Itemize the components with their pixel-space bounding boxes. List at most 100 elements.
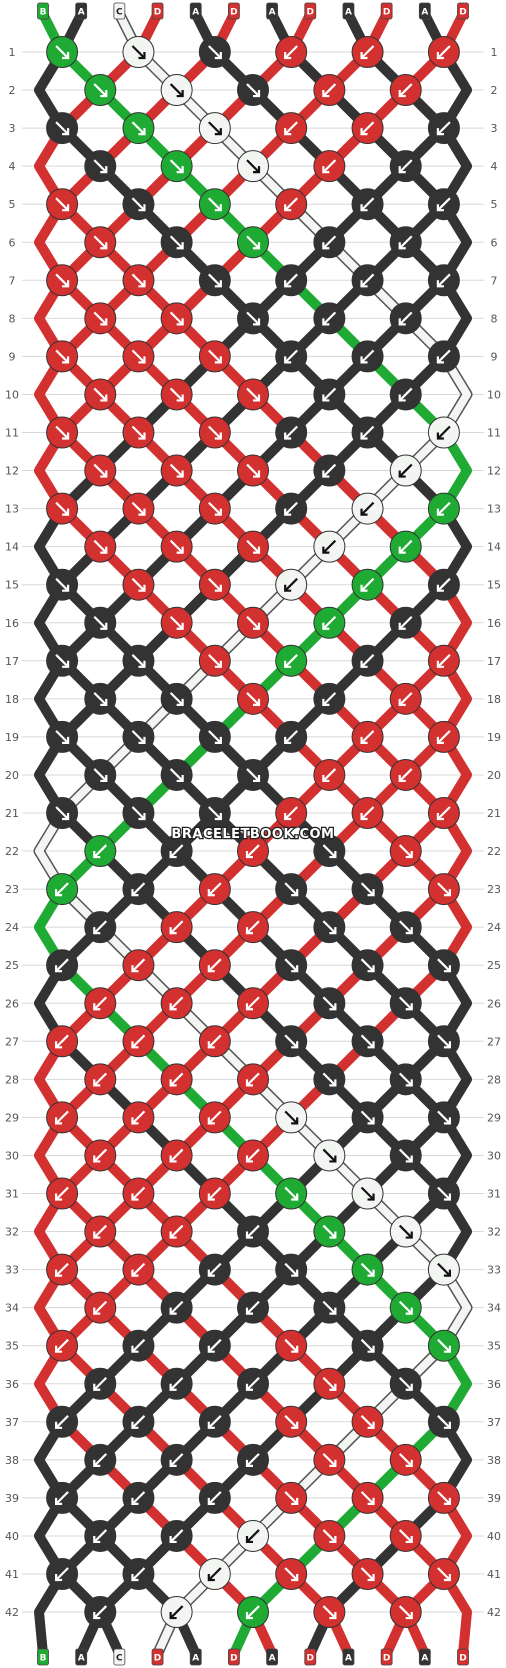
knot-arrowhead [214,813,222,821]
knot-arrow [437,1110,451,1125]
strand-label: D [457,2,469,20]
row-number-left: 13 [5,503,19,516]
backward-knot-icon [351,720,384,753]
knot-arrow [208,730,222,744]
knot-arrow [55,806,69,820]
knot-arrowhead [322,242,330,250]
knot-arrow [131,273,146,288]
knot-arrow [322,463,337,478]
knot-arrowhead [405,1079,413,1087]
knot-arrowhead [62,660,70,668]
knot-arrowhead [322,622,330,630]
backward-knot-icon [351,112,384,145]
strand-label: A [266,1648,278,1666]
knot-arrowhead [100,698,108,706]
knot-arrow [284,958,298,972]
backward-knot-icon [122,1101,155,1134]
knot-arrowhead [176,166,184,174]
knot-arrow [284,1186,298,1201]
backward-knot-icon [46,1177,79,1210]
knot-arrow [93,1072,108,1087]
knot-arrow [360,349,375,364]
knot-arrowhead [138,356,146,364]
knot-arrowhead [138,204,146,212]
knot-arrow [360,197,375,211]
row-number-right: 10 [487,388,501,401]
knot-arrow [55,121,69,135]
knot-arrowhead [131,1574,139,1582]
knot-arrowhead [138,280,146,288]
knot-arrowhead [62,128,70,136]
strand-label-text: A [192,8,199,18]
knot-arrowhead [62,813,70,821]
backward-knot-icon [427,568,460,601]
knot-arrowhead [253,318,261,326]
knot-arrowhead [360,432,368,440]
strand-label-text: D [307,8,314,18]
watermark-text: BRACELETBOOK.COM [172,827,335,842]
knot-arrow [437,349,451,364]
strand-label-tab [304,2,317,20]
knot-arrow [93,844,108,858]
knot-arrowhead [169,1155,177,1163]
knot-arrow [360,1110,375,1125]
forward-knot-icon [313,835,346,868]
backward-knot-icon [84,1443,117,1476]
forward-knot-icon [84,150,117,183]
forward-knot-icon [160,150,193,183]
forward-knot-icon [313,1063,346,1096]
knot-arrowhead [138,52,146,60]
row-number-left: 27 [5,1035,19,1048]
knot-arrowhead [284,660,292,668]
knot-arrowhead [253,698,261,706]
row-number-left: 32 [5,1226,19,1239]
knot-arrowhead [207,889,215,897]
forward-knot-icon [122,340,155,373]
knot-arrow [360,121,375,135]
knot-arrow [208,1567,222,1581]
knot-arrow [284,730,298,744]
row-number-right: 40 [487,1530,501,1543]
knot-arrowhead [405,851,413,859]
knot-arrow [246,844,260,858]
backward-knot-icon [160,1291,193,1324]
knot-arrowhead [207,1041,215,1049]
knot-arrowhead [54,1421,63,1429]
knot-arrow [208,1034,222,1049]
forward-knot-icon [198,720,231,753]
knot-arrow [55,197,69,211]
backward-knot-icon [237,987,269,1020]
strand-label-tab [113,1648,126,1666]
knot-arrow [169,1376,184,1391]
forward-knot-icon [351,1558,384,1590]
knot-arrow [284,1415,298,1429]
knot-arrow [437,1262,451,1277]
knot-arrowhead [329,927,337,935]
row-number-left: 15 [5,579,19,592]
backward-knot-icon [198,949,231,982]
knot-arrowhead [322,90,330,98]
knot-arrowhead [207,1421,215,1429]
knot-arrow [437,425,451,440]
knot-arrow [131,1491,146,1505]
knot-arrow [93,1148,108,1163]
backward-knot-icon [351,340,384,373]
backward-knot-icon [160,911,193,944]
row-number-right: 8 [491,312,498,325]
backward-knot-icon [427,36,460,68]
forward-knot-icon [46,720,79,753]
forward-knot-icon [198,797,231,829]
backward-knot-icon [237,1291,269,1324]
knot-arrow [360,1338,375,1353]
knot-arrowhead [62,508,70,516]
knot-arrow [322,996,337,1011]
knot-arrow [246,83,260,97]
strand-label: C [113,2,126,20]
knot-arrowhead [398,470,406,478]
backward-knot-icon [237,1519,269,1552]
knot-arrow [208,882,222,896]
knot-arrow [169,768,184,782]
knot-arrowhead [54,1117,63,1125]
forward-knot-icon [389,1139,422,1172]
knot-arrowhead [284,813,292,821]
